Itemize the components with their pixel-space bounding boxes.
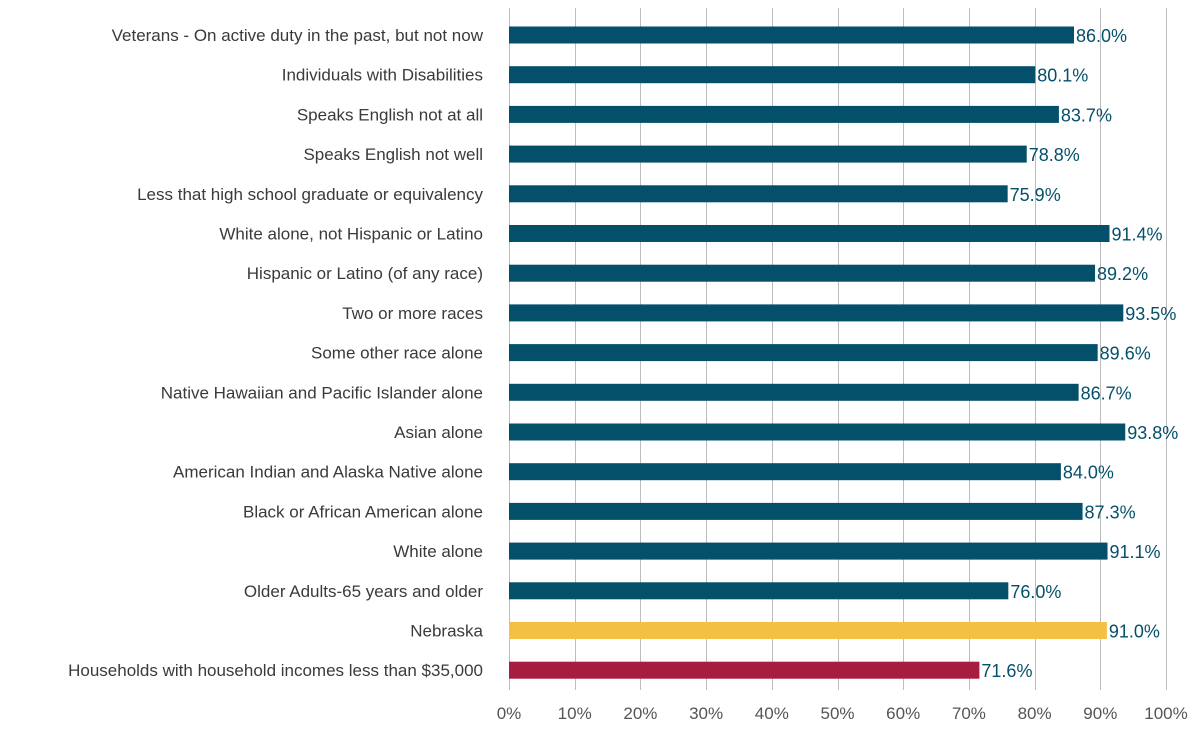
data-label: 76.0% <box>1010 582 1061 602</box>
x-tick-label: 80% <box>1018 704 1052 723</box>
bar <box>509 66 1036 84</box>
data-label: 86.0% <box>1076 26 1127 46</box>
x-tick-label: 60% <box>886 704 920 723</box>
bar <box>509 542 1108 560</box>
bar <box>509 145 1027 163</box>
category-label: Older Adults-65 years and older <box>244 582 483 601</box>
category-label: American Indian and Alaska Native alone <box>173 463 483 482</box>
bar <box>509 105 1059 123</box>
category-label: Speaks English not well <box>303 145 483 164</box>
data-label: 87.3% <box>1085 502 1136 522</box>
bar <box>509 582 1009 600</box>
category-label: Asian alone <box>394 423 483 442</box>
category-label: Two or more races <box>342 304 483 323</box>
x-tick-label: 20% <box>623 704 657 723</box>
category-labels: Veterans - On active duty in the past, b… <box>68 26 484 680</box>
category-label: Speaks English not at all <box>297 105 483 124</box>
x-tick-label: 70% <box>952 704 986 723</box>
data-label: 83.7% <box>1061 105 1112 125</box>
data-label: 80.1% <box>1037 66 1088 86</box>
bar <box>509 463 1061 481</box>
bar <box>509 304 1124 322</box>
bar <box>509 502 1083 520</box>
data-label: 93.5% <box>1125 304 1176 324</box>
data-label: 89.2% <box>1097 264 1148 284</box>
x-tick-label: 0% <box>497 704 522 723</box>
data-label: 75.9% <box>1010 185 1061 205</box>
bar <box>509 26 1075 44</box>
bar <box>509 661 980 679</box>
value-labels: 86.0% 80.1% 83.7% 78.8% 75.9% 91.4% 89.2% 93.5%… <box>981 26 1178 681</box>
x-tick-label: 50% <box>820 704 854 723</box>
category-label: Some other race alone <box>311 344 483 363</box>
bars <box>509 26 1126 679</box>
x-tick-label: 100% <box>1144 704 1187 723</box>
data-label: 71.6% <box>981 661 1032 681</box>
data-label: 91.4% <box>1111 225 1162 245</box>
bar <box>509 225 1110 242</box>
data-label: 89.6% <box>1100 344 1151 364</box>
category-label: Nebraska <box>410 622 483 641</box>
bar <box>509 185 1008 203</box>
x-tick-label: 30% <box>689 704 723 723</box>
data-label: 84.0% <box>1063 463 1114 483</box>
category-label: Hispanic or Latino (of any race) <box>247 264 483 283</box>
x-tick-label: 90% <box>1083 704 1117 723</box>
category-label: Individuals with Disabilities <box>282 66 483 85</box>
category-label: Less that high school graduate or equiva… <box>137 185 483 204</box>
x-axis-tick-labels: 0% 10% 20% 30% 40% 50% 60% 70% 80% 90% 100% <box>497 704 1188 723</box>
category-label: Veterans - On active duty in the past, b… <box>112 26 484 45</box>
data-label: 91.0% <box>1109 622 1160 642</box>
data-label: 91.1% <box>1110 542 1161 562</box>
bar <box>509 383 1079 401</box>
bar <box>509 344 1098 362</box>
category-label: Native Hawaiian and Pacific Islander alo… <box>161 383 483 402</box>
bar <box>509 264 1096 282</box>
category-label: White alone, not Hispanic or Latino <box>219 225 483 244</box>
category-label: Households with household incomes less t… <box>68 661 483 680</box>
category-label: White alone <box>393 542 483 561</box>
data-label: 93.8% <box>1127 423 1178 443</box>
data-label: 86.7% <box>1081 383 1132 403</box>
category-label: Black or African American alone <box>243 502 483 521</box>
bar <box>509 423 1126 441</box>
bar <box>509 622 1107 639</box>
x-tick-label: 40% <box>755 704 789 723</box>
data-label: 78.8% <box>1029 145 1080 165</box>
x-tick-label: 10% <box>558 704 592 723</box>
